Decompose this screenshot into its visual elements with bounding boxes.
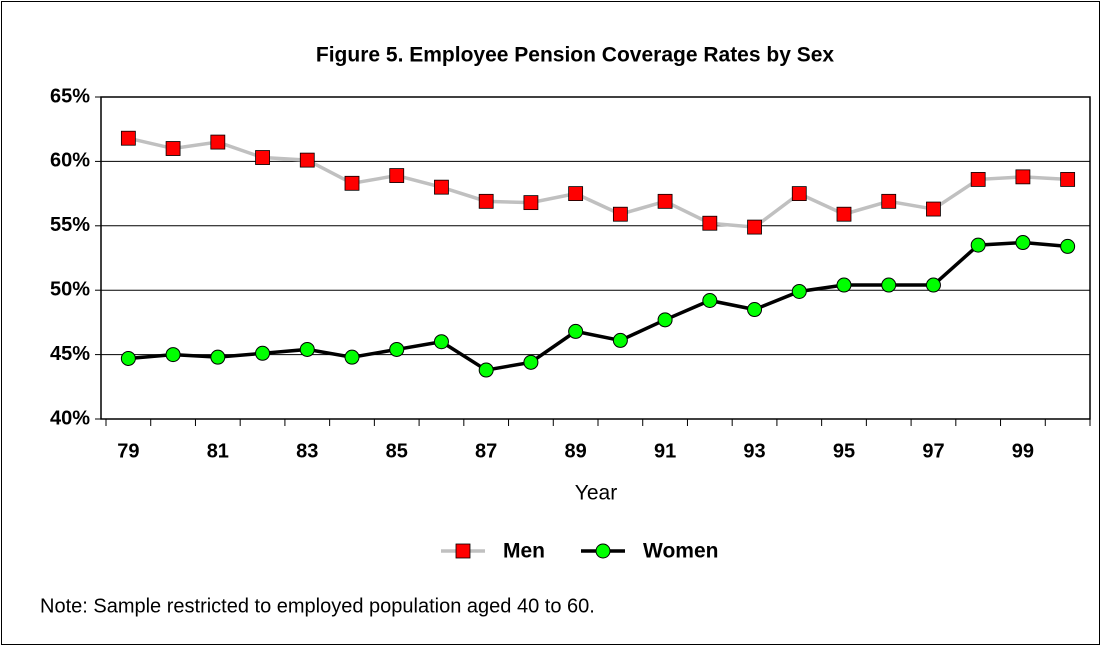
- x-tick-label: 79: [117, 440, 139, 462]
- data-point: [791, 186, 807, 202]
- data-point: [389, 168, 405, 183]
- data-point: [523, 354, 539, 370]
- series-line: [127, 136, 1068, 229]
- legend-marker: [595, 543, 611, 559]
- note: Note: Sample restricted to employed popu…: [40, 595, 595, 617]
- data-point: [657, 312, 673, 328]
- x-tick-label: 95: [833, 440, 855, 462]
- x-tick-label: 81: [207, 440, 229, 462]
- data-point: [255, 345, 271, 361]
- plot-border: [100, 96, 1091, 420]
- data-point: [1015, 169, 1031, 185]
- data-point: [747, 302, 763, 318]
- data-point: [299, 152, 315, 168]
- y-tick-label: 55%: [50, 214, 90, 236]
- data-point: [612, 206, 628, 222]
- data-point: [568, 186, 584, 202]
- x-tick-label: 99: [1012, 440, 1034, 462]
- data-point: [657, 193, 673, 209]
- x-tick-label: 89: [565, 440, 587, 462]
- data-point: [568, 323, 584, 339]
- data-point: [881, 193, 897, 209]
- data-point: [434, 179, 449, 195]
- data-point: [478, 193, 494, 209]
- series-line: [128, 240, 1068, 372]
- data-point: [478, 362, 494, 378]
- data-point: [1015, 235, 1031, 251]
- data-point: [836, 277, 852, 293]
- legend-marker: [455, 543, 471, 559]
- x-tick-label: 85: [386, 440, 408, 462]
- y-tick-label: 50%: [50, 278, 90, 300]
- data-point: [165, 141, 181, 156]
- data-point: [120, 350, 136, 366]
- data-point: [970, 172, 986, 187]
- data-point: [389, 341, 405, 357]
- data-point: [255, 150, 270, 165]
- data-point: [523, 195, 539, 211]
- x-tick-label: 91: [654, 440, 676, 462]
- x-tick-label: 87: [475, 440, 497, 462]
- data-point: [210, 134, 226, 150]
- y-tick-label: 40%: [50, 407, 90, 429]
- data-point: [1060, 172, 1076, 187]
- data-point: [299, 341, 315, 357]
- data-point: [210, 349, 226, 365]
- data-point: [344, 175, 360, 191]
- data-point: [836, 206, 852, 222]
- data-point: [120, 130, 136, 146]
- data-point: [344, 349, 360, 365]
- y-tick-label: 65%: [50, 85, 90, 107]
- data-point: [881, 277, 897, 293]
- x-tick-label: 83: [296, 440, 318, 462]
- legend-label: Women: [643, 540, 718, 563]
- x-tick-label: 97: [922, 440, 944, 462]
- plot-area: [101, 97, 1090, 419]
- x-tick-label: 93: [743, 440, 765, 462]
- data-point: [791, 283, 807, 299]
- data-point: [970, 237, 986, 253]
- data-point: [612, 332, 628, 348]
- data-point: [165, 347, 181, 363]
- data-point: [702, 215, 718, 231]
- data-point: [747, 219, 762, 235]
- chart-title: Figure 5. Employee Pension Coverage Rate…: [316, 44, 835, 67]
- data-point: [702, 293, 718, 309]
- data-point: [925, 277, 941, 293]
- y-tick-label: 45%: [50, 343, 90, 365]
- x-axis-label: Year: [575, 482, 617, 505]
- legend-label: Men: [503, 540, 545, 563]
- data-point: [1060, 238, 1076, 254]
- data-point: [926, 201, 941, 217]
- data-point: [433, 334, 449, 350]
- y-tick-label: 60%: [50, 150, 90, 172]
